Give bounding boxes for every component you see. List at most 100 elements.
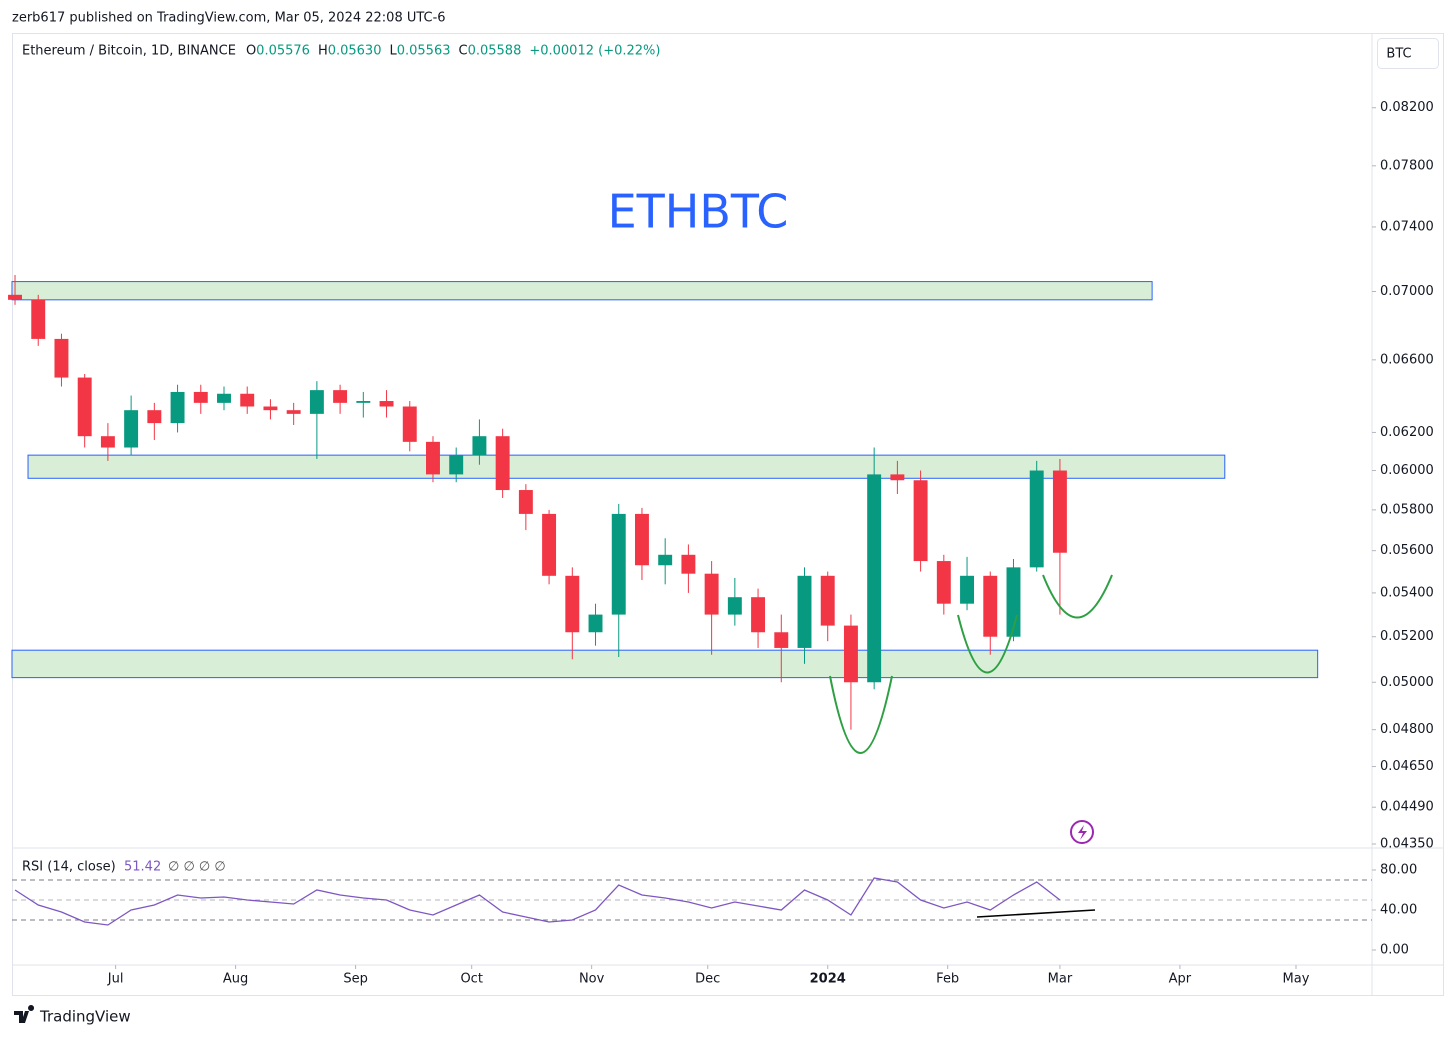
y-tick-label: 0.04650	[1380, 759, 1434, 774]
candle-body	[681, 554, 696, 574]
y-tick-label: 0.00	[1380, 943, 1409, 958]
x-tick-label: Nov	[579, 972, 605, 987]
y-tick-label: 0.06600	[1380, 352, 1434, 367]
y-tick-label: 0.06200	[1380, 425, 1434, 440]
zone	[11, 649, 1319, 679]
candle-body	[518, 490, 533, 514]
candle-body	[193, 391, 208, 403]
ohlc-label: L	[389, 44, 397, 59]
candle-body	[31, 299, 46, 339]
candle-body	[472, 436, 487, 456]
trend-line	[976, 909, 1096, 918]
ohlc-label: C	[459, 44, 468, 59]
candle-body	[983, 575, 998, 637]
rsi-title: RSI (14, close)	[22, 860, 116, 875]
candle-body	[565, 575, 580, 633]
ohlc-label: H	[318, 44, 328, 59]
y-tick-label: 0.04800	[1380, 722, 1434, 737]
rsi-extras: ∅ ∅ ∅ ∅	[168, 860, 226, 875]
candle-body	[495, 436, 510, 491]
candle-body	[402, 406, 417, 442]
y-tick-label: 0.05200	[1380, 629, 1434, 644]
candle-body	[217, 393, 231, 403]
candle-body	[727, 597, 742, 615]
brand: TradingView	[39, 1008, 131, 1026]
candle-body	[356, 401, 371, 403]
x-tick-label: 2024	[810, 972, 846, 987]
candle-body	[588, 614, 603, 633]
candle-body	[8, 294, 22, 300]
candle-body	[1052, 470, 1067, 553]
x-tick-label: Sep	[343, 972, 368, 987]
y-tick-label: 80.00	[1380, 863, 1417, 878]
y-tick-label: 0.05400	[1380, 585, 1434, 600]
y-tick-label: 0.06000	[1380, 463, 1434, 478]
candle-body	[797, 575, 812, 648]
arc-annotation	[1042, 574, 1113, 619]
candle-body	[890, 474, 905, 481]
candle-body	[263, 406, 278, 411]
y-tick-label: 0.05000	[1380, 675, 1434, 690]
y-tick-label: 0.04490	[1380, 800, 1434, 815]
candle-body	[426, 441, 440, 475]
currency-button[interactable]	[1377, 38, 1439, 69]
chart-title: ETHBTC	[608, 185, 789, 239]
symbol: Ethereum / Bitcoin, 1D, BINANCE	[22, 44, 236, 59]
y-tick-label: 0.07800	[1380, 158, 1434, 173]
candle-body	[820, 575, 835, 626]
publisher: zerb617 published on TradingView.com, Ma…	[12, 11, 446, 26]
ohlc-value: 0.05563	[397, 44, 451, 59]
candle-body	[960, 575, 975, 604]
candle-body	[333, 390, 348, 403]
candle-body	[913, 480, 928, 562]
candle-body	[100, 436, 115, 448]
candle-body	[1029, 470, 1044, 568]
x-tick-label: Apr	[1169, 972, 1192, 987]
x-tick-label: Feb	[936, 972, 959, 987]
candle-body	[379, 401, 394, 407]
candle-body	[658, 554, 673, 566]
y-tick-label: 40.00	[1380, 903, 1417, 918]
candle-body	[309, 390, 324, 414]
candle-body	[449, 455, 464, 475]
ohlc-label: O	[246, 44, 256, 59]
candle-body	[170, 391, 185, 424]
candle-body	[843, 625, 858, 683]
ohlc-value: 0.05576	[256, 44, 310, 59]
arc-annotation	[829, 675, 893, 754]
rsi-value: 51.42	[124, 860, 161, 875]
ohlc-value: 0.05630	[328, 44, 382, 59]
x-tick-label: Jul	[107, 972, 124, 987]
candle-body	[751, 597, 766, 633]
chart-frame	[12, 33, 1444, 996]
y-tick-label: 0.05800	[1380, 502, 1434, 517]
candle-body	[611, 513, 626, 615]
arc-annotation	[957, 614, 1018, 674]
y-tick-label: 0.07000	[1380, 284, 1434, 299]
candle-body	[867, 474, 882, 683]
x-tick-label: Mar	[1048, 972, 1073, 987]
change: +0.00012 (+0.22%)	[529, 44, 660, 59]
candle-body	[240, 393, 255, 407]
candle-body	[704, 573, 719, 615]
alert-bolt	[1078, 825, 1087, 840]
candle-body	[1006, 567, 1021, 637]
zone	[27, 454, 1226, 479]
zone	[11, 281, 1153, 301]
y-tick-label: 0.05600	[1380, 543, 1434, 558]
x-tick-label: Aug	[223, 972, 248, 987]
candle-body	[124, 410, 139, 448]
candle-body	[286, 410, 301, 414]
candle-body	[54, 338, 69, 378]
currency[interactable]: BTC	[1386, 47, 1411, 62]
rsi-line	[14, 877, 1061, 926]
x-tick-label: May	[1283, 972, 1310, 987]
logo	[14, 1005, 35, 1023]
y-tick-label: 0.07400	[1380, 219, 1434, 234]
y-tick-label: 0.04350	[1380, 837, 1434, 852]
x-tick-label: Oct	[460, 972, 482, 987]
x-tick-label: Dec	[695, 972, 720, 987]
candle-body	[634, 513, 649, 566]
candle-body	[774, 632, 789, 648]
